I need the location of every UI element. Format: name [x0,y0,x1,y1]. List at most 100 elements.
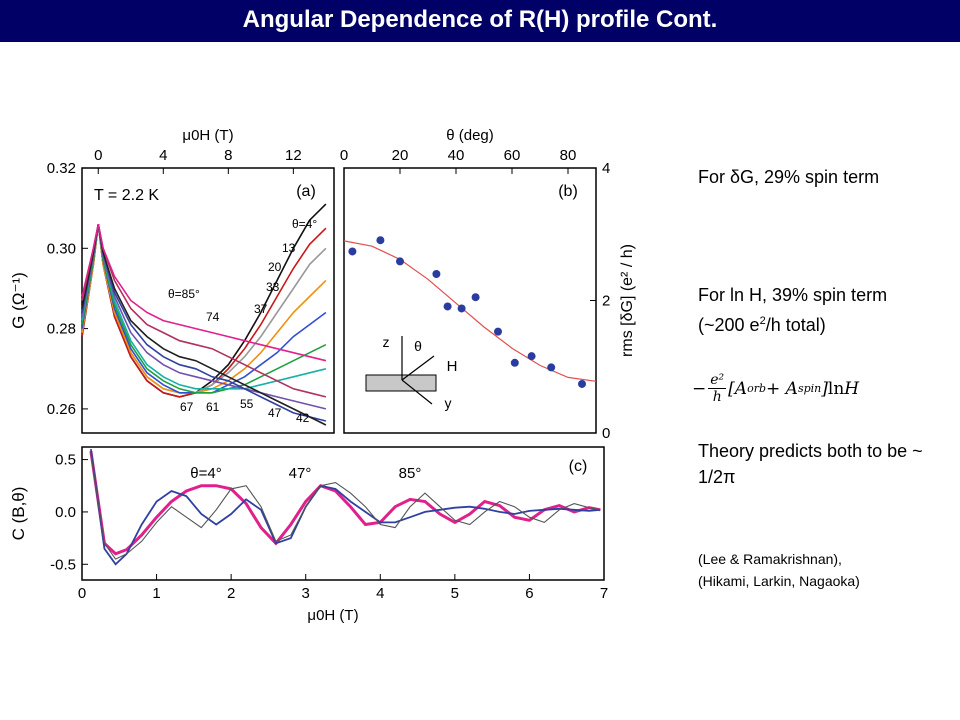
panel-b-ytick-label: 4 [602,160,610,177]
panel-a-series-label: 47 [268,406,282,420]
panel-a-series-label: 33 [266,280,280,294]
panel-b-data-point [457,304,466,313]
panel-b-data-point [432,270,441,278]
panel-b-xtick-label: 20 [392,147,409,164]
panel-c-series-line [90,448,601,566]
panel-b-inset-y-axis [401,379,433,405]
panel-a-series-label: 74 [206,310,220,324]
panel-a-series-label: θ=85° [168,287,200,301]
panel-a-series-label: 61 [206,400,220,414]
panel-a-series-label: 55 [240,397,254,411]
panel-c-xtick-label: 4 [376,585,384,602]
panel-c-series-line [89,450,601,556]
panel-a-series-label: θ=4° [292,217,317,231]
panel-a-xlabel: μ0H (T) [182,127,233,144]
theory-note: Theory predicts both to be ~ 1/2π [698,441,923,487]
panel-c-xtick-label: 2 [227,585,235,602]
panel-b-fit-curve [343,240,597,382]
panel-c-ytick-label: 0.0 [55,504,76,521]
panel-b-ytick-label: 0 [602,425,610,442]
panel-a-series-label: 20 [268,260,282,274]
formula-bracket: [A [728,378,748,399]
formula-den: h [712,389,722,405]
panel-a-series-label: 13 [282,241,296,255]
panel-a-series-line [81,224,327,362]
panel-a-ytick-label: 0.32 [47,160,76,177]
panel-c-frame [81,446,605,581]
panel-a-temperature: T = 2.2 K [94,187,159,204]
spin-note-lnh: For ln H, 39% spin term (~200 e2/h total… [698,282,938,338]
spin-note-dg: For δG, 29% spin term [698,167,880,187]
spin-note-lnh-a: For ln H, 39% spin term (~200 e [698,285,888,335]
panel-b-data-point [443,302,452,311]
panel-b-data-point [547,363,556,372]
formula-plus: + A [766,378,798,399]
panel-b-ytick-label: 2 [602,293,610,310]
panel-c-xtick-label: 7 [600,585,608,602]
panel-b-data-point [376,236,385,245]
panel-c-xtick-label: 3 [302,585,310,602]
refs-2: (Hikami, Larkin, Nagaoka) [698,573,860,589]
refs-1: (Lee & Ramakrishnan), [698,551,842,567]
panel-b-tag: (b) [558,183,578,200]
slide-title: Angular Dependence of R(H) profile Cont. [0,0,960,42]
panel-c-xtick-label: 5 [451,585,459,602]
formula-orb: orb [747,382,767,395]
panel-a-ylabel: G (Ω⁻¹) [9,272,28,329]
panel-b-inset-theta: θ [414,338,422,354]
panel-b-inset-h: H [447,358,458,375]
panel-a-xtick-label: 8 [224,147,232,164]
spin-note-lnh-sup: 2 [759,315,766,327]
panel-c-series-line [90,454,601,560]
panel-b-data-point [396,257,404,266]
panel-b-inset-y: y [445,395,452,411]
formula-spin: spin [797,382,822,395]
panel-c-series-label: 47° [289,465,312,482]
panel-c-xtick-label: 0 [78,585,86,602]
panel-c-xtick-label: 6 [525,585,533,602]
panel-b-data-point [494,327,502,336]
panel-b-inset-h-arrow [401,355,435,381]
formula-close: ] [821,378,828,399]
panel-b-frame [343,167,597,434]
panel-b-data-point [510,358,519,367]
panel-c-xtick-label: 1 [152,585,160,602]
panel-b-data-point [527,352,536,361]
panel-c-ytick-label: -0.5 [50,556,76,573]
panel-b-xtick-label: 40 [448,147,465,164]
panel-b-inset-sample [365,374,437,392]
panel-a-xtick-label: 4 [159,147,167,164]
panel-b-xlabel: θ (deg) [446,127,494,144]
formula-h: H [844,378,860,399]
panel-a-ytick-label: 0.26 [47,401,76,418]
panel-c-series-label: 85° [399,465,422,482]
panel-c-tag: (c) [569,458,588,475]
formula-fraction: e² h [708,372,727,405]
panel-b-xtick-label: 60 [504,147,521,164]
formula-ln: ln [827,378,845,399]
panel-b-data-point [348,247,357,256]
panel-a-series-label: 42 [296,411,310,425]
panel-a-tag: (a) [296,183,316,200]
panel-a-xtick-label: 12 [285,147,302,164]
formula-minus: − [692,378,707,399]
panel-a-xtick-label: 0 [94,147,102,164]
panel-b-xtick-label: 80 [560,147,577,164]
panel-b-ylabel: rms [δG] (e² / h) [619,244,636,357]
panel-b-xtick-label: 0 [340,147,348,164]
panel-c-xlabel: μ0H (T) [307,607,358,624]
formula-num: e² [708,372,727,389]
panel-c-ytick-label: 0.5 [55,452,76,469]
panel-c-ylabel: C (B,θ) [9,487,28,541]
panel-a-ytick-label: 0.28 [47,321,76,338]
panel-a-series-label: 67 [180,400,194,414]
panel-b-inset-z: z [383,334,390,350]
panel-b-data-point [578,379,586,388]
spin-note-lnh-b: /h total) [765,315,826,335]
panel-a-series-label: 37 [254,302,268,316]
panel-c-series-label: θ=4° [190,465,221,482]
panel-b-data-point [471,293,480,302]
panel-a-ytick-label: 0.30 [47,240,76,257]
